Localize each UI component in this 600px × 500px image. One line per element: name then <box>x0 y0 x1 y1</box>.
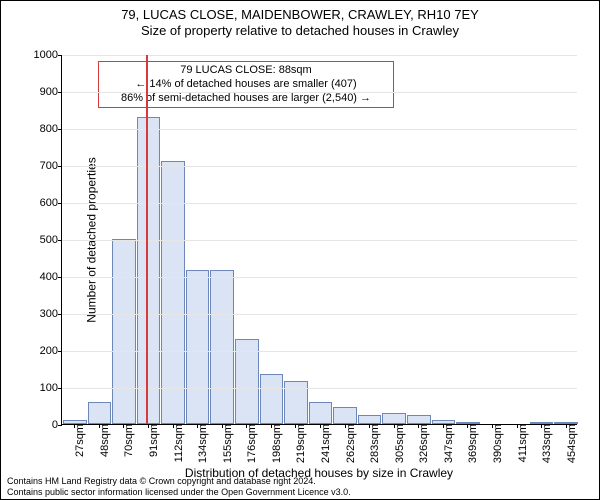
footer-text: Contains HM Land Registry data © Crown c… <box>7 476 351 497</box>
y-tick-label: 800 <box>40 123 62 135</box>
y-tick-label: 900 <box>40 86 62 98</box>
x-tick-label: 27sqm <box>70 424 86 457</box>
footer-line1: Contains HM Land Registry data © Crown c… <box>7 476 351 486</box>
gridline <box>62 314 577 315</box>
y-tick-label: 400 <box>40 271 62 283</box>
footer-line2: Contains public sector information licen… <box>7 487 351 497</box>
x-tick-label: 134sqm <box>193 424 209 463</box>
x-tick-label: 326sqm <box>414 424 430 463</box>
x-tick-label: 411sqm <box>513 424 529 462</box>
x-tick-label: 305sqm <box>390 424 406 463</box>
gridline <box>62 203 577 204</box>
x-tick-label: 219sqm <box>291 424 307 463</box>
bar <box>407 415 431 424</box>
y-tick-label: 1000 <box>34 49 62 61</box>
x-tick-label: 262sqm <box>341 424 357 463</box>
x-tick-label: 70sqm <box>119 424 135 457</box>
y-tick-label: 500 <box>40 234 62 246</box>
x-tick-label: 155sqm <box>218 424 234 463</box>
gridline <box>62 351 577 352</box>
y-tick-label: 700 <box>40 160 62 172</box>
plot-area: 79 LUCAS CLOSE: 88sqm ← 14% of detached … <box>61 55 577 425</box>
chart-title-block: 79, LUCAS CLOSE, MAIDENBOWER, CRAWLEY, R… <box>1 7 599 40</box>
bar <box>382 413 406 424</box>
bar <box>186 270 210 424</box>
bar <box>137 117 161 424</box>
bar <box>88 402 112 424</box>
gridline <box>62 277 577 278</box>
annotation-box: 79 LUCAS CLOSE: 88sqm ← 14% of detached … <box>98 61 394 108</box>
x-tick-label: 347sqm <box>439 424 455 463</box>
gridline <box>62 388 577 389</box>
bar <box>358 415 382 424</box>
gridline <box>62 240 577 241</box>
x-tick-label: 198sqm <box>267 424 283 463</box>
y-tick-label: 100 <box>40 382 62 394</box>
gridline <box>62 92 577 93</box>
chart-title-line2: Size of property relative to detached ho… <box>1 23 599 39</box>
x-tick-label: 454sqm <box>562 424 578 463</box>
y-tick-label: 600 <box>40 197 62 209</box>
x-tick-label: 48sqm <box>95 424 111 457</box>
bar <box>260 374 284 424</box>
marker-line <box>146 55 148 424</box>
y-tick-label: 200 <box>40 345 62 357</box>
gridline <box>62 129 577 130</box>
x-tick-label: 390sqm <box>488 424 504 463</box>
bar <box>112 239 136 424</box>
y-tick-label: 0 <box>52 419 62 431</box>
x-tick-label: 176sqm <box>242 424 258 463</box>
bar <box>309 402 333 424</box>
x-tick-label: 91sqm <box>144 424 160 457</box>
x-tick-label: 369sqm <box>463 424 479 463</box>
bar <box>161 161 185 424</box>
gridline <box>62 166 577 167</box>
x-tick-label: 241sqm <box>316 424 332 463</box>
chart-title-line1: 79, LUCAS CLOSE, MAIDENBOWER, CRAWLEY, R… <box>1 7 599 23</box>
x-tick-label: 112sqm <box>169 424 185 462</box>
chart-frame: 79, LUCAS CLOSE, MAIDENBOWER, CRAWLEY, R… <box>0 0 600 500</box>
x-tick-label: 433sqm <box>537 424 553 463</box>
y-tick-label: 300 <box>40 308 62 320</box>
bar <box>210 270 234 424</box>
x-tick-label: 283sqm <box>365 424 381 463</box>
bar <box>333 407 357 424</box>
gridline <box>62 55 577 56</box>
